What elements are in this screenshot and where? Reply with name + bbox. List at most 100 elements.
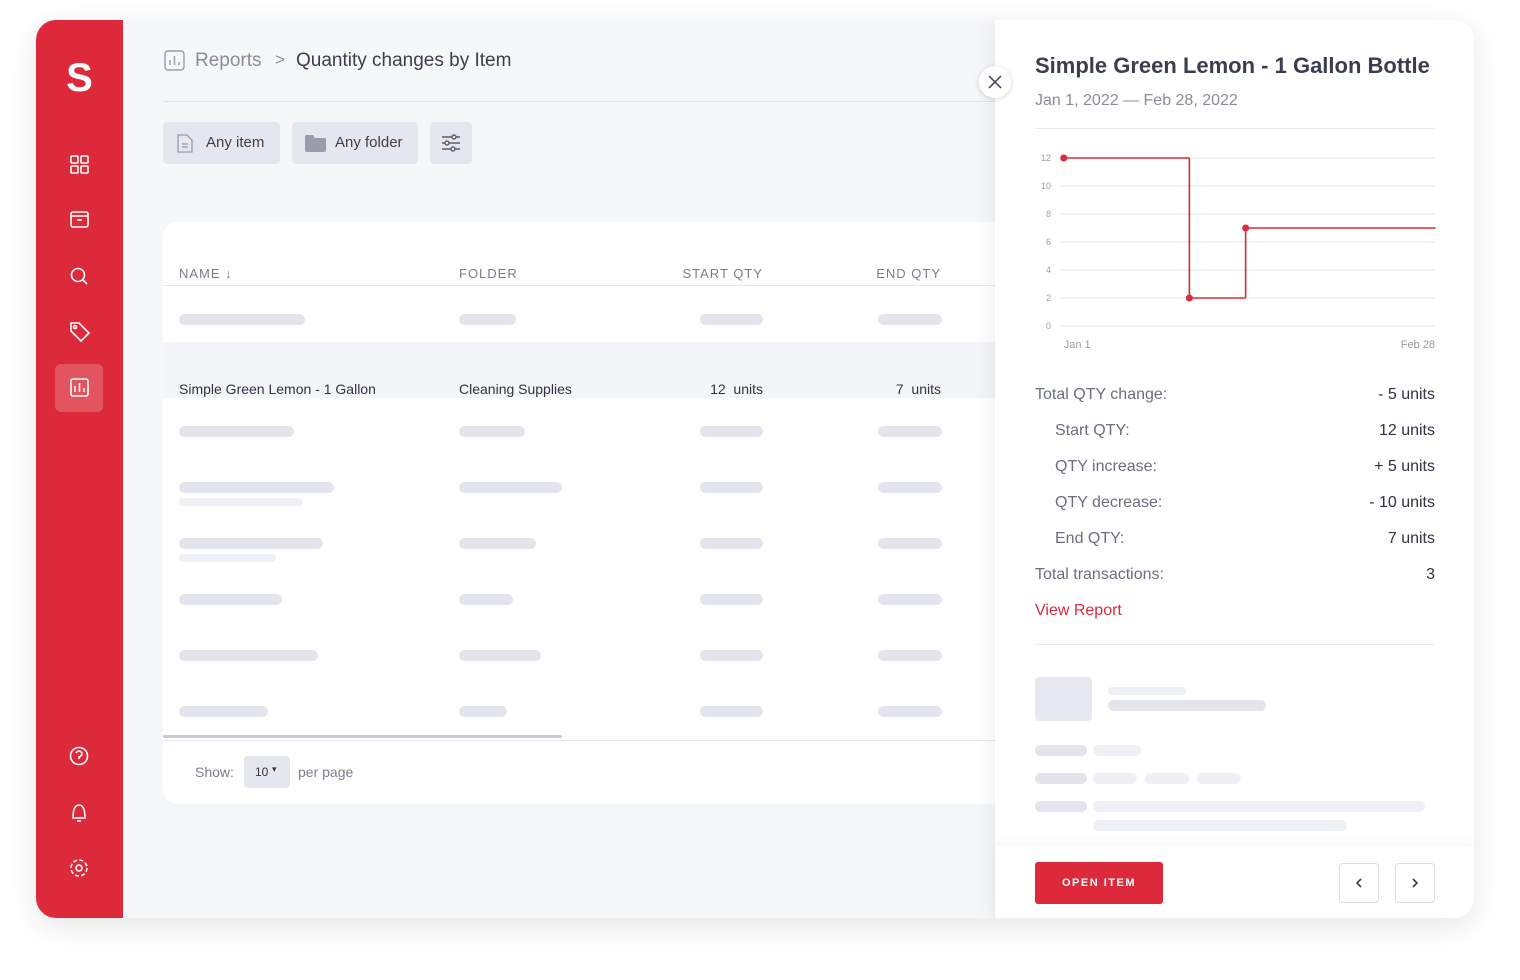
skeleton xyxy=(1093,745,1141,756)
skeleton xyxy=(1145,773,1189,784)
panel-title: Simple Green Lemon - 1 Gallon Bottle xyxy=(1035,53,1430,78)
skeleton xyxy=(459,706,507,717)
skeleton xyxy=(1035,773,1087,784)
skeleton xyxy=(878,482,942,493)
selected-row[interactable] xyxy=(163,342,1033,398)
help-icon[interactable] xyxy=(69,746,89,766)
stat-value: 7 units xyxy=(1387,530,1435,547)
stat-label: End QTY: xyxy=(1055,530,1125,547)
page-size-select[interactable]: 10 ▾ xyxy=(244,756,290,788)
caret: ▾ xyxy=(272,764,277,774)
filter-label: Any folder xyxy=(335,134,403,151)
sidebar-icons xyxy=(69,155,91,877)
skeleton xyxy=(179,426,294,437)
skeleton xyxy=(179,706,268,717)
stat-value: 12 units xyxy=(1378,422,1435,439)
items-icon[interactable] xyxy=(70,211,89,228)
skeleton xyxy=(700,314,763,325)
stat-label: Total transactions: xyxy=(1035,566,1164,583)
scrollbar[interactable] xyxy=(163,735,562,738)
skeleton xyxy=(459,650,541,661)
settings-icon[interactable] xyxy=(70,859,88,877)
page-size-value: 10 xyxy=(255,765,269,779)
divider xyxy=(163,740,1033,741)
page-size-suffix: per page xyxy=(298,764,354,780)
skeleton xyxy=(179,538,323,549)
data-point xyxy=(1185,294,1193,302)
skeleton xyxy=(878,650,942,661)
x-tick-label: Jan 1 xyxy=(1064,339,1091,351)
breadcrumb-current: Quantity changes by Item xyxy=(296,50,512,71)
page-size-label: Show: xyxy=(195,764,234,780)
skeleton xyxy=(179,594,282,605)
y-tick-label: 2 xyxy=(1046,293,1051,303)
close-button[interactable] xyxy=(979,66,1011,98)
skeleton xyxy=(179,554,276,562)
stat-label: QTY decrease: xyxy=(1055,494,1163,511)
header-text: NAME xyxy=(179,266,221,281)
open-item-button[interactable]: OPEN ITEM xyxy=(1035,862,1163,904)
breadcrumb-separator: > xyxy=(275,50,285,69)
y-tick-label: 10 xyxy=(1041,181,1051,191)
column-header[interactable]: START QTY xyxy=(682,266,763,281)
skeleton xyxy=(459,426,525,437)
close-icon xyxy=(988,75,1002,89)
sidebar: S xyxy=(36,20,123,918)
skeleton xyxy=(878,538,942,549)
skeleton xyxy=(1093,801,1425,812)
skeleton xyxy=(1093,820,1347,831)
skeleton xyxy=(700,594,763,605)
reports-icon[interactable] xyxy=(70,378,89,397)
chart: 0 2 4 6 8 10 12 Jan 1 Feb 28 xyxy=(1041,153,1436,351)
item-filter[interactable]: Any item xyxy=(163,122,280,164)
skeleton xyxy=(878,314,942,325)
skeleton xyxy=(179,314,305,325)
skeleton xyxy=(1035,801,1087,812)
stat-label: QTY increase: xyxy=(1055,458,1157,475)
logo[interactable]: S xyxy=(66,56,93,100)
x-tick-label: Feb 28 xyxy=(1401,339,1435,351)
data-point xyxy=(1434,227,1436,229)
tags-icon[interactable] xyxy=(70,322,91,343)
skeleton xyxy=(179,498,303,506)
column-header[interactable]: FOLDER xyxy=(459,266,518,281)
notifications-icon[interactable] xyxy=(72,804,86,822)
skeleton xyxy=(1197,773,1241,784)
cell: 7 units xyxy=(895,381,941,397)
skeleton xyxy=(700,482,763,493)
y-tick-label: 4 xyxy=(1046,265,1051,275)
breadcrumb-parent[interactable]: Reports xyxy=(195,50,262,71)
view-report-link[interactable]: View Report xyxy=(1035,602,1122,619)
next-button[interactable] xyxy=(1395,863,1435,903)
divider xyxy=(163,285,1033,286)
chevron-left xyxy=(1355,878,1362,888)
chevron-right xyxy=(1412,878,1419,888)
stat-value: - 10 units xyxy=(1369,494,1435,511)
filter-label: Any item xyxy=(206,134,265,151)
folder-filter[interactable]: Any folder xyxy=(292,122,418,164)
column-header[interactable]: END QTY xyxy=(876,266,941,281)
skeleton xyxy=(179,650,318,661)
skeleton xyxy=(1093,773,1137,784)
dashboard-icon[interactable] xyxy=(70,155,89,174)
skeleton xyxy=(179,482,334,493)
skeleton xyxy=(459,594,513,605)
y-tick-label: 6 xyxy=(1046,237,1051,247)
y-tick-label: 12 xyxy=(1041,153,1051,163)
skeleton xyxy=(700,426,763,437)
skeleton xyxy=(878,706,942,717)
stat-label: Start QTY: xyxy=(1055,422,1130,439)
app-window: S Reports > Quantity changes by Item Any… xyxy=(36,20,1474,918)
cell: Cleaning Supplies xyxy=(459,381,572,397)
column-header[interactable]: NAME ↓ xyxy=(179,266,233,281)
data-point xyxy=(1060,154,1068,162)
skeleton xyxy=(459,314,516,325)
filter-settings-button[interactable] xyxy=(430,122,472,164)
detail-panel: Simple Green Lemon - 1 Gallon Bottle Jan… xyxy=(995,20,1474,918)
search-icon[interactable] xyxy=(70,267,88,285)
stat-value: + 5 units xyxy=(1374,458,1435,475)
skeleton xyxy=(459,538,536,549)
divider xyxy=(1035,644,1435,645)
stat-label: Total QTY change: xyxy=(1035,386,1168,403)
previous-button[interactable] xyxy=(1339,863,1379,903)
